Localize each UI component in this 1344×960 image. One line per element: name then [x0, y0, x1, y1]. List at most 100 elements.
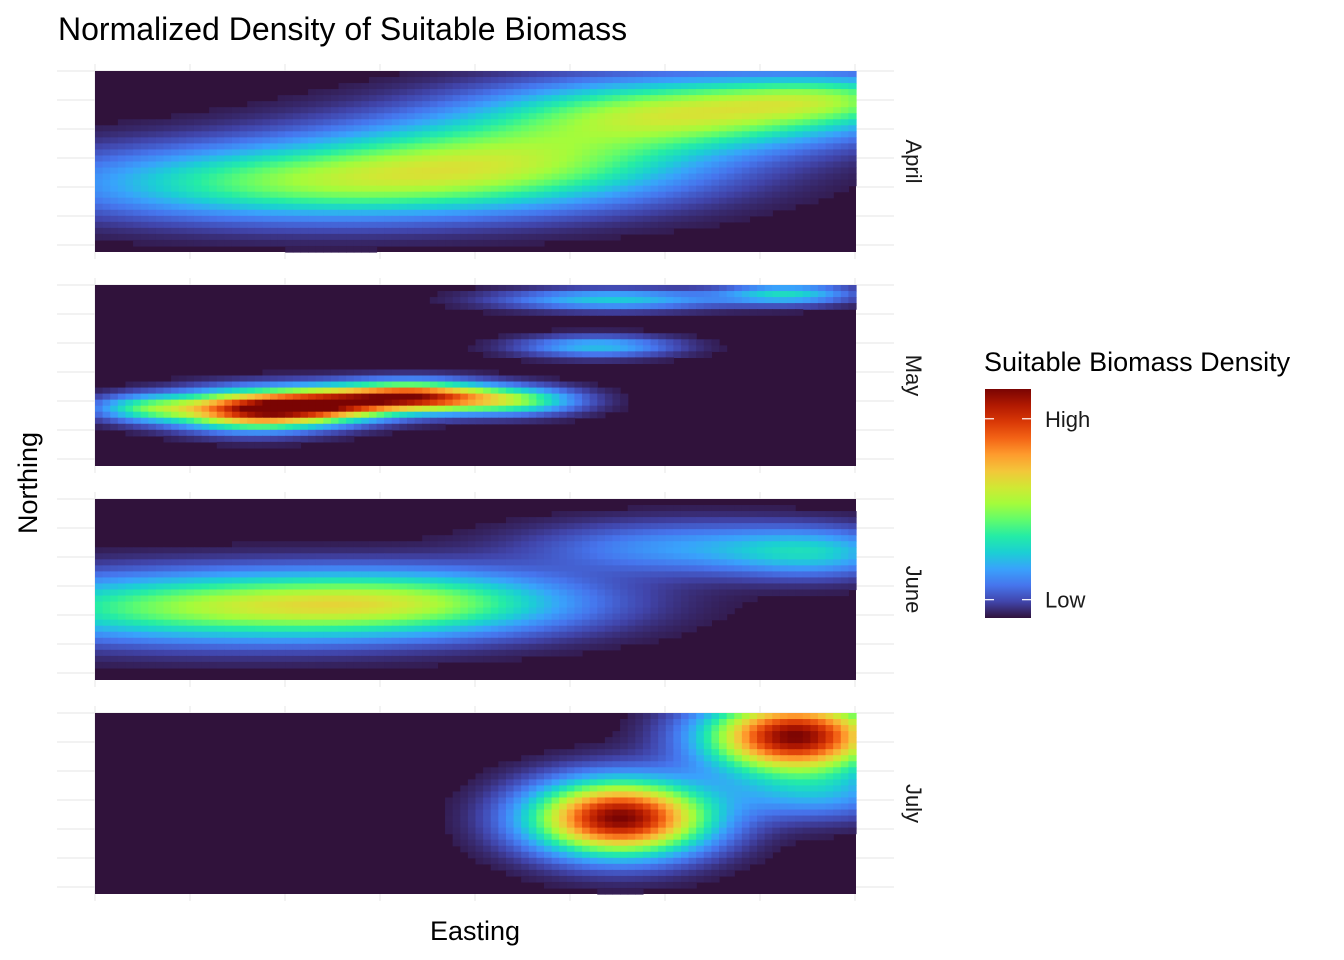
- heatmap-cell: [566, 333, 576, 340]
- heatmap-cell: [848, 125, 857, 132]
- heatmap-cell: [559, 571, 568, 579]
- heatmap-cell: [414, 595, 423, 603]
- heatmap-cell: [414, 233, 423, 241]
- heatmap-cell: [528, 411, 537, 419]
- heatmap-cell: [216, 589, 225, 597]
- heatmap-cell: [536, 137, 545, 144]
- heatmap-cell: [840, 559, 849, 566]
- heatmap-cell: [551, 191, 560, 199]
- heatmap-cell: [673, 351, 682, 358]
- heatmap-cell: [551, 411, 560, 419]
- heatmap-cell: [665, 595, 674, 603]
- heatmap-cell: [483, 215, 492, 223]
- heatmap-cell: [513, 541, 522, 548]
- heatmap-cell: [536, 357, 545, 365]
- heatmap-cell: [536, 143, 545, 151]
- heatmap-cell: [125, 137, 134, 144]
- heatmap-cell: [741, 71, 751, 78]
- heatmap-cell: [353, 369, 362, 377]
- heatmap-cell: [361, 399, 370, 407]
- heatmap-cell: [528, 393, 537, 401]
- heatmap-cell: [566, 303, 576, 310]
- heatmap-cell: [726, 137, 735, 144]
- heatmap-cell: [521, 233, 530, 241]
- heatmap-cell: [559, 417, 568, 425]
- heatmap-cell: [277, 589, 286, 597]
- heatmap-cell: [231, 405, 241, 413]
- heatmap-cell: [711, 577, 720, 585]
- heatmap-cell: [308, 387, 317, 395]
- heatmap-cell: [734, 83, 743, 90]
- heatmap-cell: [338, 417, 347, 425]
- heatmap-cell: [810, 155, 819, 163]
- heatmap-cell: [414, 71, 423, 78]
- heatmap-cell: [787, 107, 796, 114]
- heatmap-cell: [95, 215, 104, 223]
- heatmap-cell: [825, 523, 834, 530]
- heatmap-cell: [239, 149, 248, 157]
- heatmap-cell: [171, 405, 180, 413]
- heatmap-cell: [779, 529, 789, 536]
- heatmap-cell: [833, 71, 842, 78]
- heatmap-cell: [513, 167, 522, 175]
- heatmap-cell: [597, 553, 606, 560]
- heatmap-cell: [254, 215, 264, 223]
- heatmap-cell: [521, 345, 530, 352]
- heatmap-cell: [330, 577, 340, 585]
- heatmap-cell: [551, 393, 560, 401]
- heatmap-cell: [551, 523, 560, 530]
- heatmap-cell: [498, 297, 507, 304]
- heatmap-cell: [277, 203, 286, 211]
- heatmap-cell: [825, 161, 834, 169]
- heatmap-cell: [186, 393, 195, 401]
- heatmap-cell: [795, 131, 804, 138]
- heatmap-cell: [330, 125, 340, 132]
- heatmap-cell: [201, 197, 210, 205]
- heatmap-cell: [543, 83, 553, 90]
- heatmap-cell: [437, 583, 446, 591]
- heatmap-cell: [665, 221, 674, 229]
- heatmap-cell: [391, 583, 400, 591]
- heatmap-cell: [422, 589, 431, 597]
- heatmap-cell: [703, 565, 713, 572]
- heatmap-cell: [391, 215, 400, 223]
- heatmap-cell: [467, 535, 477, 542]
- heatmap-cell: [437, 221, 446, 229]
- heatmap-cell: [559, 345, 568, 352]
- heatmap-cell: [764, 83, 773, 90]
- heatmap-cell: [734, 559, 743, 566]
- heatmap-cell: [574, 155, 583, 163]
- heatmap-cell: [330, 393, 340, 401]
- heatmap-cell: [688, 577, 697, 585]
- heatmap-cell: [772, 155, 781, 163]
- heatmap-cell: [589, 595, 598, 603]
- heatmap-cell: [300, 375, 309, 383]
- heatmap-cell: [604, 291, 614, 298]
- heatmap-cell: [171, 185, 180, 193]
- heatmap-cell: [346, 541, 355, 548]
- heatmap-cell: [833, 303, 842, 310]
- heatmap-cell: [155, 131, 165, 138]
- heatmap-cell: [376, 423, 385, 431]
- heatmap-cell: [673, 535, 682, 542]
- heatmap-cell: [254, 173, 264, 181]
- heatmap-cell: [346, 381, 355, 389]
- heatmap-cell: [171, 553, 180, 560]
- heatmap-cell: [171, 215, 180, 223]
- heatmap-cell: [528, 357, 537, 365]
- heatmap-cell: [368, 559, 378, 566]
- heatmap-cell: [231, 209, 241, 217]
- heatmap-cell: [551, 203, 560, 211]
- heatmap-cell: [620, 333, 629, 340]
- heatmap-cell: [239, 215, 248, 223]
- heatmap-cell: [171, 167, 180, 175]
- heatmap-cell: [574, 517, 583, 524]
- heatmap-cell: [422, 143, 431, 151]
- heatmap-cell: [597, 547, 606, 554]
- heatmap-cell: [810, 517, 819, 524]
- heatmap-cell: [429, 565, 439, 572]
- heatmap-cell: [460, 191, 469, 199]
- heatmap-cell: [231, 155, 241, 163]
- heatmap-cell: [521, 239, 530, 247]
- heatmap-cell: [285, 131, 294, 138]
